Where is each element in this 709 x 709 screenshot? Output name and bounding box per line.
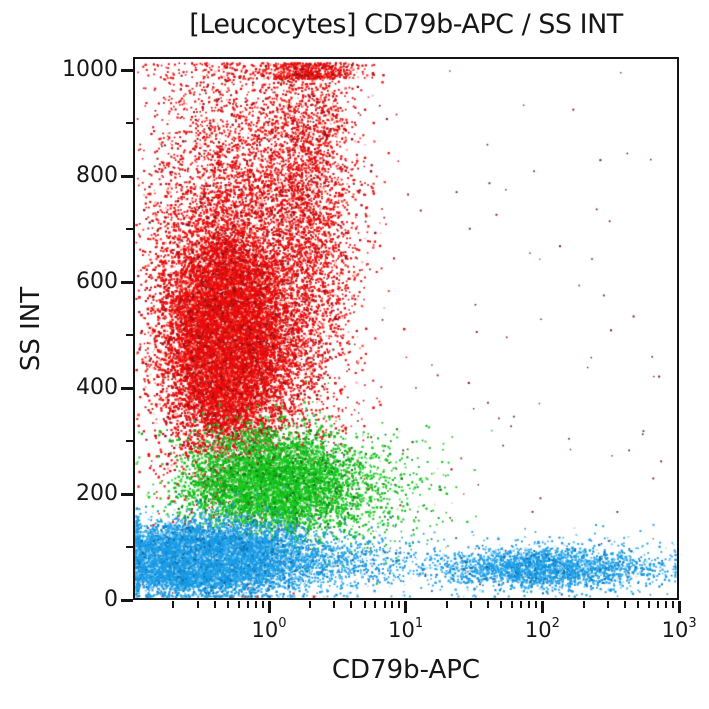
x-minor-tick [246, 601, 249, 608]
x-minor-tick [374, 601, 377, 608]
x-minor-tick [445, 601, 448, 608]
y-tick-label: 0 [104, 587, 118, 612]
x-minor-tick [213, 601, 216, 608]
x-major-tick [404, 601, 408, 613]
x-minor-tick [664, 601, 667, 608]
y-tick-label: 600 [76, 269, 118, 294]
y-major-tick [121, 68, 133, 72]
x-minor-tick [226, 601, 229, 608]
y-tick-label: 800 [76, 163, 118, 188]
x-minor-tick [487, 601, 489, 608]
y-major-tick [121, 598, 133, 602]
x-minor-tick [333, 601, 336, 608]
x-minor-tick [261, 601, 264, 608]
x-minor-tick [363, 601, 366, 608]
y-tick-label: 200 [76, 481, 118, 506]
x-major-tick [540, 601, 544, 613]
y-major-tick [121, 386, 133, 390]
x-minor-tick [500, 601, 503, 608]
x-minor-tick [383, 601, 386, 608]
x-minor-tick [511, 601, 514, 608]
y-minor-tick [126, 440, 133, 442]
x-tick-label: 103 [661, 616, 697, 642]
x-tick-label: 101 [388, 616, 424, 642]
x-minor-tick [582, 601, 585, 608]
x-minor-tick [350, 601, 353, 608]
x-minor-tick [671, 601, 674, 608]
y-minor-tick [126, 228, 133, 230]
x-minor-tick [656, 601, 659, 608]
x-axis-label: CD79b-APC [331, 655, 481, 685]
y-tick-label: 1000 [62, 57, 118, 82]
x-minor-tick [636, 601, 639, 608]
x-minor-tick [309, 601, 312, 608]
x-minor-tick [391, 601, 394, 608]
x-major-tick [677, 601, 681, 613]
x-minor-tick [254, 601, 257, 608]
x-major-tick [267, 601, 271, 613]
x-minor-tick [196, 601, 199, 608]
x-tick-label: 102 [524, 616, 560, 642]
x-minor-tick [647, 601, 650, 608]
x-minor-tick [237, 601, 240, 608]
chart-title: [Leucocytes] CD79b-APC / SS INT [189, 9, 623, 40]
scatter-canvas [135, 59, 677, 598]
x-tick-label: 100 [251, 616, 287, 642]
y-major-tick [121, 174, 133, 178]
y-minor-tick [126, 122, 133, 124]
x-minor-tick [623, 601, 626, 608]
x-minor-tick [606, 601, 609, 608]
x-minor-tick [469, 601, 472, 608]
plot-area [133, 57, 679, 600]
x-minor-tick [528, 601, 531, 608]
x-minor-tick [535, 601, 538, 608]
y-minor-tick [126, 334, 133, 336]
y-minor-tick [126, 546, 133, 548]
x-minor-tick [172, 601, 175, 608]
y-axis-label: SS INT [16, 286, 46, 372]
y-tick-label: 400 [76, 375, 118, 400]
y-major-tick [121, 492, 133, 496]
x-minor-tick [520, 601, 523, 608]
x-minor-tick [398, 601, 401, 608]
y-major-tick [121, 280, 133, 284]
